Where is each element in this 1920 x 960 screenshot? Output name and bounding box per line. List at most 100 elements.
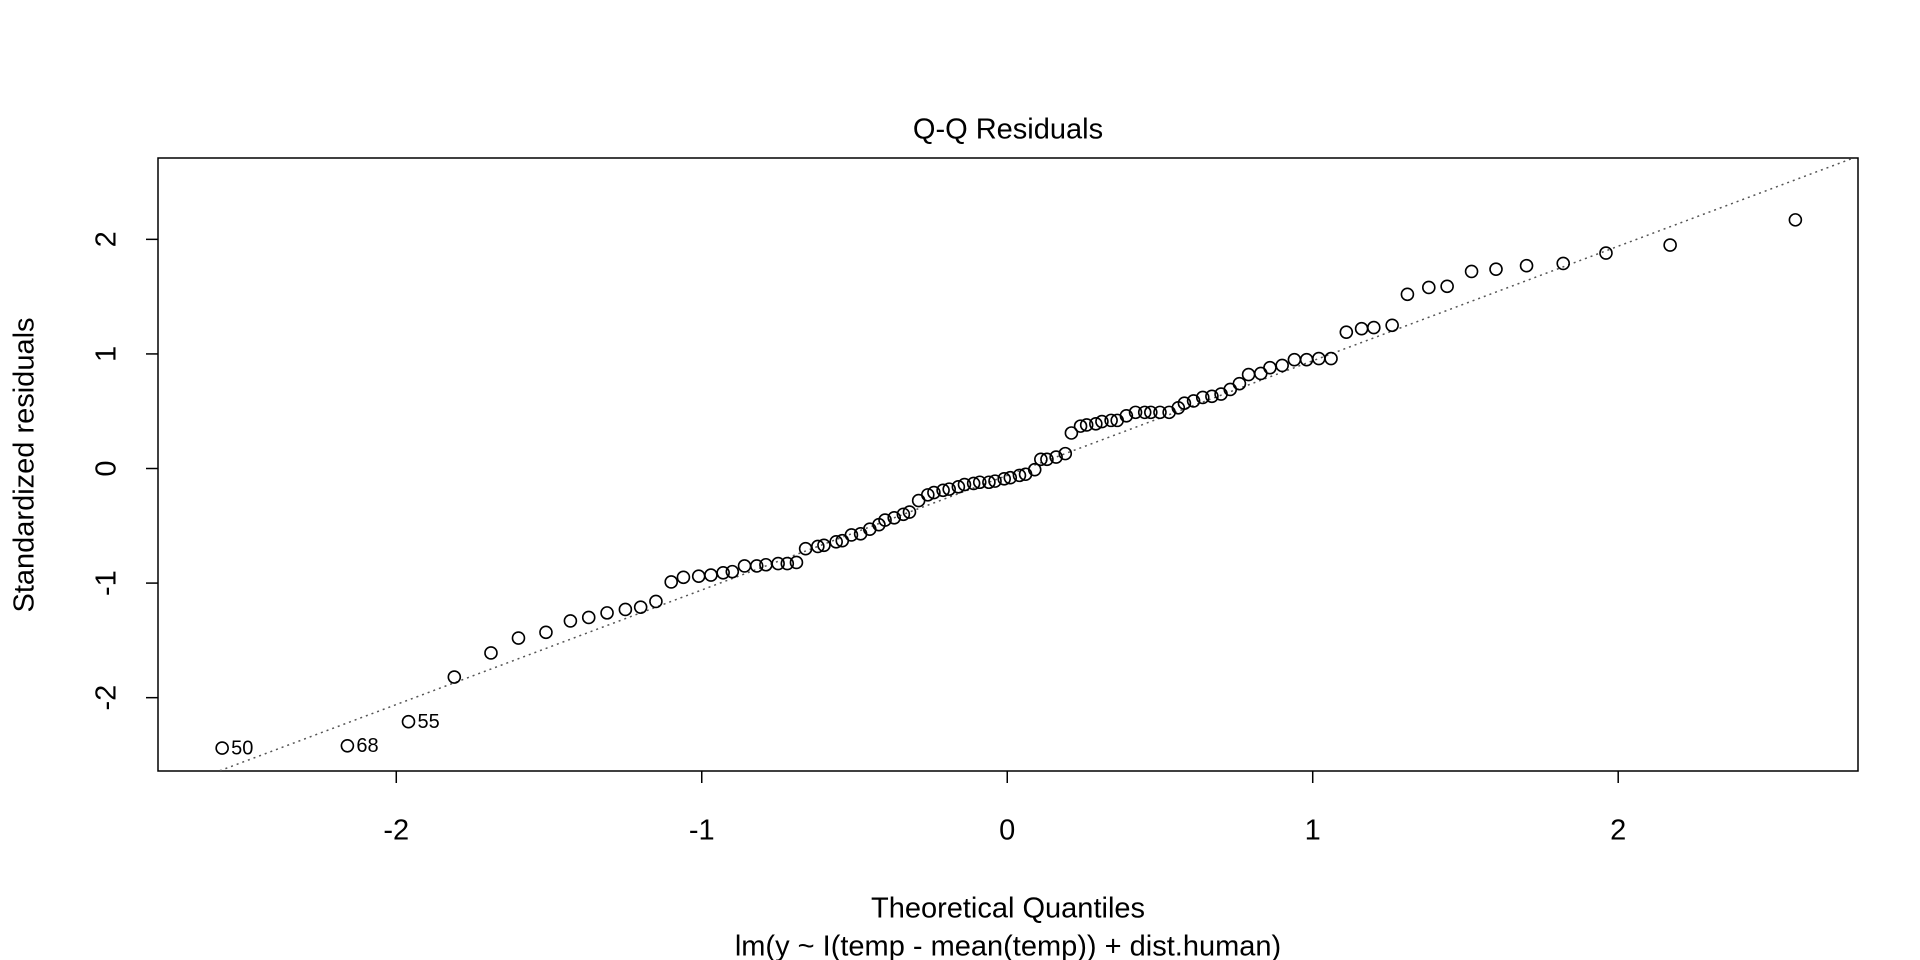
point-label: 55: [417, 711, 439, 733]
point: [972, 475, 987, 490]
point: [618, 602, 633, 617]
x-tick-label: -1: [689, 815, 715, 847]
point: [511, 631, 526, 645]
point: [215, 741, 229, 755]
plot-frame: [157, 157, 1859, 772]
point: [1287, 352, 1302, 367]
point: [811, 539, 825, 554]
point: [1464, 264, 1479, 279]
point: [1232, 376, 1247, 391]
point: [1599, 246, 1613, 260]
point: [982, 475, 996, 490]
point: [1177, 396, 1192, 411]
point: [1137, 405, 1152, 420]
point: [997, 472, 1011, 486]
point-label: 68: [356, 735, 378, 757]
point: [340, 738, 355, 753]
subtitle: lm(y ~ I(temp - mean(temp)) + dist.human…: [735, 931, 1281, 960]
point: [691, 569, 706, 584]
point: [1421, 280, 1436, 295]
x-tick-label: -2: [383, 815, 409, 847]
x-tick-label: 2: [1610, 815, 1626, 847]
point: [878, 513, 892, 527]
point: [844, 528, 859, 542]
point: [1324, 351, 1338, 366]
point: [1663, 238, 1677, 252]
point: [771, 556, 785, 571]
point: [1064, 426, 1079, 440]
y-tick-label: -2: [91, 685, 123, 711]
point: [484, 646, 498, 660]
point: [725, 564, 740, 579]
point: [704, 568, 718, 582]
point-label: 50: [231, 737, 253, 759]
point: [921, 488, 935, 502]
point: [1049, 450, 1063, 464]
point: [633, 600, 648, 614]
point: [936, 483, 950, 498]
x-tick-label: 1: [1305, 815, 1321, 847]
point: [1299, 352, 1314, 367]
point: [1195, 390, 1210, 405]
point: [1128, 405, 1143, 420]
point: [447, 670, 462, 684]
point: [1354, 321, 1369, 336]
point: [1241, 367, 1256, 382]
point: [1440, 279, 1454, 294]
point: [887, 510, 902, 525]
point: [1556, 256, 1571, 271]
point: [1119, 409, 1134, 423]
point: [966, 476, 981, 491]
point: [927, 485, 941, 500]
point: [737, 559, 752, 573]
point: [1788, 213, 1803, 227]
point: [1089, 417, 1103, 431]
point: [1312, 351, 1326, 366]
y-tick-label: 0: [91, 460, 123, 476]
point: [1058, 446, 1073, 461]
point: [1489, 262, 1503, 276]
point: [649, 594, 663, 609]
point: [1263, 360, 1277, 375]
point: [1153, 405, 1167, 420]
point: [817, 538, 831, 553]
y-tick-label: -1: [91, 570, 123, 596]
point: [988, 474, 1002, 488]
point: [759, 557, 773, 572]
point: [676, 570, 691, 585]
point: [1339, 325, 1354, 339]
point: [896, 507, 911, 522]
point: [902, 505, 917, 519]
point: [1073, 419, 1088, 433]
point: [1104, 413, 1118, 428]
point: [1040, 452, 1054, 467]
x-axis-label: Theoretical Quantiles: [871, 893, 1145, 925]
point: [957, 477, 972, 492]
point: [563, 614, 578, 628]
point: [600, 606, 614, 620]
point: [749, 559, 764, 573]
point: [789, 555, 804, 570]
y-tick-label: 2: [91, 231, 123, 247]
y-tick-label: 1: [91, 346, 123, 362]
point: [401, 714, 416, 729]
point: [1079, 418, 1094, 432]
point: [1253, 366, 1268, 381]
point: [1367, 320, 1381, 335]
x-tick-label: 0: [999, 815, 1015, 847]
point: [951, 480, 966, 494]
point: [911, 493, 926, 508]
point: [1027, 462, 1042, 477]
point: [1275, 358, 1289, 373]
chart-title: Q-Q Residuals: [913, 114, 1103, 146]
point: [780, 556, 795, 571]
point: [1003, 470, 1018, 485]
point: [1012, 468, 1027, 483]
point: [1205, 389, 1219, 404]
point: [1385, 318, 1399, 333]
point: [664, 575, 679, 589]
point: [539, 625, 553, 640]
point: [1519, 258, 1534, 273]
point: [829, 535, 843, 549]
